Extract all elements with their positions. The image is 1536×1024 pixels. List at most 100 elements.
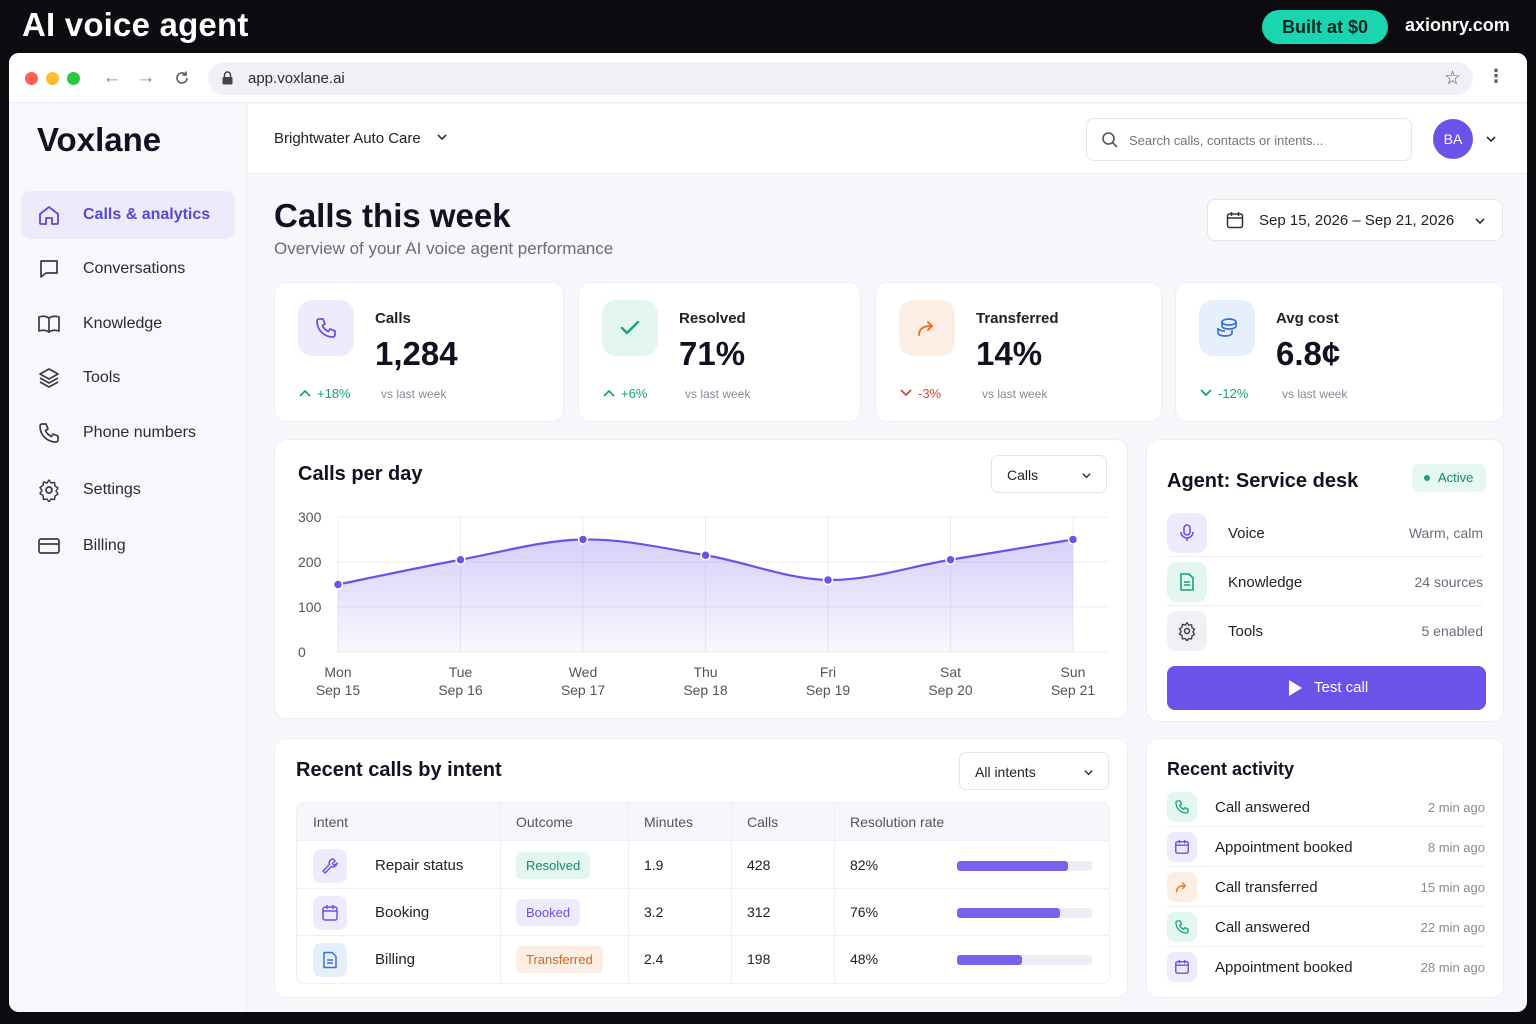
- kpi-delta: -12%: [1200, 386, 1248, 401]
- activity-item[interactable]: Call transferred 15 min ago: [1167, 867, 1485, 907]
- gear-icon: [1178, 622, 1196, 641]
- agent-row-value: 24 sources: [1414, 574, 1483, 590]
- sidebar-item-knowledge[interactable]: Knowledge: [21, 300, 235, 348]
- intent-name: Booking: [375, 904, 430, 921]
- phone-icon: [316, 318, 336, 338]
- arrow-up-icon: [299, 389, 311, 397]
- column-header[interactable]: Minutes: [644, 814, 694, 830]
- back-arrow-icon[interactable]: ←: [102, 67, 122, 88]
- sidebar-item-settings[interactable]: Settings: [21, 466, 235, 514]
- chevron-down-icon[interactable]: [1485, 133, 1497, 145]
- recent-calls-card: Recent calls by intent All intents Inten…: [274, 738, 1128, 998]
- check-icon: [620, 320, 640, 335]
- search-input[interactable]: [1129, 130, 1399, 150]
- intent-name: Billing: [375, 951, 416, 968]
- chart-metric-value: Calls: [1007, 467, 1039, 483]
- table-row[interactable]: Booking Booked 3.2 312 76%: [297, 889, 1109, 936]
- activity-label: Appointment booked: [1215, 839, 1353, 856]
- recent-calls-title: Recent calls by intent: [296, 759, 502, 781]
- maximize-window-button[interactable]: [67, 72, 80, 85]
- home-icon: [39, 206, 59, 225]
- x-tick-label: Sep 17: [561, 682, 606, 698]
- agent-row-voice[interactable]: Voice Warm, calm: [1167, 509, 1483, 557]
- y-tick-label: 300: [298, 509, 322, 525]
- kpi-label: Avg cost: [1276, 310, 1339, 327]
- kpi-compare: vs last week: [982, 387, 1048, 401]
- close-window-button[interactable]: [25, 72, 38, 85]
- agent-row-label: Knowledge: [1228, 574, 1303, 591]
- chart-point[interactable]: [700, 550, 711, 561]
- lock-icon: [222, 71, 233, 85]
- chart-point[interactable]: [822, 574, 834, 586]
- column-header[interactable]: Resolution rate: [850, 814, 945, 830]
- address-bar[interactable]: app.voxlane.ai ☆: [208, 62, 1473, 95]
- kpi-delta: +6%: [603, 386, 647, 401]
- sidebar-item-billing[interactable]: Billing: [21, 522, 235, 570]
- sidebar-item-conversations[interactable]: Conversations: [21, 245, 235, 293]
- activity-time: 2 min ago: [1427, 800, 1485, 815]
- x-tick-label: Sep 16: [438, 682, 483, 698]
- kpi-value: 71%: [679, 335, 746, 372]
- sidebar-item-label: Tools: [83, 369, 121, 386]
- arrow-up-icon: [603, 389, 615, 397]
- sidebar-item-label: Calls & analytics: [83, 206, 211, 223]
- layers-icon: [39, 368, 59, 388]
- chat-icon: [40, 260, 58, 278]
- bookmark-star-icon[interactable]: ☆: [1443, 68, 1461, 89]
- chart-metric-select[interactable]: Calls: [991, 455, 1107, 493]
- banner-title: AI voice agent: [22, 6, 249, 43]
- sidebar-item-label: Billing: [83, 537, 126, 554]
- table-row[interactable]: Billing Transferred 2.4 198 48%: [297, 936, 1109, 983]
- org-selector[interactable]: Brightwater Auto Care: [274, 130, 421, 147]
- minimize-window-button[interactable]: [46, 72, 59, 85]
- agent-row-knowledge[interactable]: Knowledge 24 sources: [1167, 558, 1483, 606]
- chart-point[interactable]: [455, 554, 466, 565]
- table-row[interactable]: Repair status Resolved 1.9 428 82%: [297, 842, 1109, 889]
- phone-icon: [1175, 800, 1189, 814]
- column-header[interactable]: Calls: [747, 814, 779, 830]
- coins-icon: [1217, 318, 1237, 337]
- kpi-delta: +18%: [299, 386, 351, 401]
- x-tick-label: Thu: [693, 664, 717, 680]
- kpi-card-transferred: Transferred 14% -3% vs last week: [875, 282, 1162, 422]
- chart-point[interactable]: [1067, 534, 1079, 545]
- activity-item[interactable]: Appointment booked 8 min ago: [1167, 827, 1485, 867]
- card-icon: [38, 538, 60, 554]
- app-logo: Voxlane: [37, 121, 162, 158]
- activity-label: Appointment booked: [1215, 959, 1353, 976]
- outcome-badge: Resolved: [516, 852, 591, 879]
- chart-point[interactable]: [577, 534, 589, 545]
- kpi-value: 1,284: [375, 335, 458, 372]
- sidebar-item-calls-analytics[interactable]: Calls & analytics: [21, 191, 235, 239]
- agent-row-value: Warm, calm: [1408, 525, 1483, 541]
- x-tick-label: Sep 21: [1051, 682, 1096, 698]
- sidebar-item-label: Phone numbers: [83, 424, 196, 441]
- transfer-icon: [918, 321, 933, 336]
- avatar[interactable]: BA: [1433, 119, 1473, 159]
- transfer-icon: [1175, 882, 1187, 893]
- forward-arrow-icon[interactable]: →: [136, 67, 156, 88]
- activity-label: Call transferred: [1215, 879, 1318, 896]
- intent-filter-select[interactable]: All intents: [959, 752, 1109, 790]
- activity-item[interactable]: Appointment booked 28 min ago: [1167, 947, 1485, 987]
- activity-item[interactable]: Call answered 22 min ago: [1167, 907, 1485, 947]
- date-range-picker[interactable]: Sep 15, 2026 – Sep 21, 2026: [1207, 199, 1503, 241]
- column-header[interactable]: Intent: [313, 814, 349, 830]
- agent-row-value: 5 enabled: [1421, 623, 1483, 639]
- outcome-badge: Transferred: [516, 946, 603, 973]
- chart-point[interactable]: [945, 554, 956, 565]
- browser-menu-icon[interactable]: ⋮: [1487, 66, 1505, 86]
- agent-row-tools[interactable]: Tools 5 enabled: [1167, 607, 1483, 655]
- test-call-button[interactable]: Test call: [1167, 666, 1486, 710]
- x-tick-label: Sun: [1061, 664, 1086, 680]
- sidebar-item-tools[interactable]: Tools: [21, 354, 235, 402]
- chart-point[interactable]: [332, 579, 344, 590]
- resolution-bar-fill: [957, 955, 1022, 965]
- chevron-down-icon[interactable]: [436, 131, 448, 143]
- column-header[interactable]: Outcome: [516, 814, 573, 830]
- activity-item[interactable]: Call answered 2 min ago: [1167, 787, 1485, 827]
- calls-cell: 312: [747, 904, 771, 920]
- sidebar-item-phone-numbers[interactable]: Phone numbers: [21, 409, 235, 457]
- reload-icon[interactable]: [169, 65, 195, 91]
- wrench-icon: [322, 858, 338, 874]
